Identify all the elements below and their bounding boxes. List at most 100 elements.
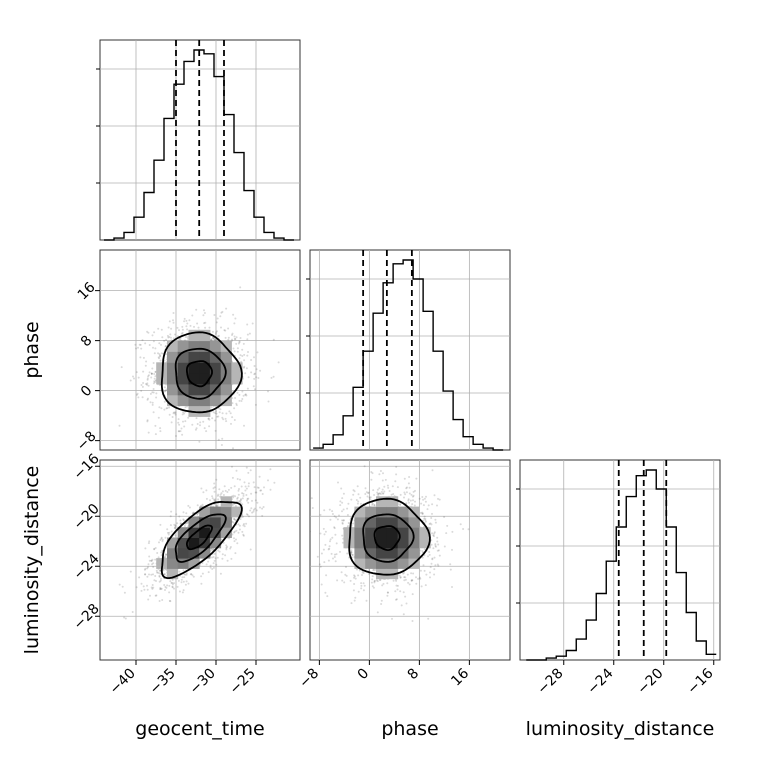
sample-point (216, 556, 219, 559)
sample-point (403, 571, 405, 574)
sample-point (151, 584, 154, 586)
density-cell (199, 547, 211, 559)
x-tick-label: 16 (448, 665, 472, 689)
density-cell (177, 340, 189, 352)
sample-point (376, 611, 379, 614)
sample-point (381, 488, 384, 491)
density-cell (376, 558, 388, 569)
sample-point (371, 472, 374, 475)
sample-point (120, 366, 123, 369)
sample-point (227, 327, 230, 330)
sample-point (430, 562, 433, 565)
sample-point (434, 521, 437, 524)
sample-point (246, 354, 249, 357)
density-cell (365, 527, 377, 538)
sample-point (210, 505, 213, 507)
density-cell (376, 537, 388, 549)
sample-point (238, 488, 240, 490)
sample-point (147, 431, 150, 434)
sample-point (431, 503, 434, 506)
sample-point (252, 481, 255, 484)
sample-point (144, 342, 147, 345)
sample-point (207, 417, 210, 420)
sample-point (241, 348, 244, 351)
sample-point (148, 559, 151, 562)
density-cell (177, 558, 189, 569)
sample-point (172, 319, 174, 322)
sample-point (207, 560, 210, 563)
density-cell (177, 527, 189, 538)
sample-point (155, 580, 157, 582)
sample-point (236, 542, 239, 545)
sample-point (173, 526, 176, 529)
sample-point (151, 391, 154, 394)
sample-point (183, 573, 186, 576)
x-tick-label: −25 (227, 666, 259, 698)
sample-point (172, 412, 175, 415)
y-tick-label: 16 (75, 279, 99, 303)
sample-point (419, 549, 422, 552)
sample-point (204, 326, 207, 329)
sample-point (391, 485, 394, 488)
hist-panel-phase (309, 249, 511, 451)
sample-point (253, 373, 256, 376)
sample-point (373, 580, 376, 583)
density-cell (188, 351, 200, 363)
sample-point (203, 427, 206, 430)
sample-point (395, 598, 397, 601)
sample-point (187, 582, 190, 585)
sample-point (235, 538, 237, 541)
sample-point (259, 369, 262, 372)
sample-point (182, 518, 185, 521)
density-cell (209, 394, 222, 407)
sample-point (319, 565, 322, 568)
sample-point (411, 620, 414, 622)
sample-point (146, 383, 148, 386)
sample-point (257, 486, 260, 489)
sample-point (133, 377, 135, 380)
sample-point (140, 347, 143, 350)
sample-point (181, 591, 184, 594)
sample-point (207, 417, 210, 420)
sample-point (214, 332, 217, 335)
sample-point (164, 536, 167, 539)
sample-point (165, 338, 168, 341)
sample-point (399, 576, 402, 579)
sample-point (183, 425, 186, 428)
sample-point (100, 360, 101, 362)
sample-point (243, 525, 246, 528)
sample-point (235, 469, 238, 472)
sample-point (395, 584, 398, 587)
density-cell (220, 527, 232, 538)
sample-point (213, 486, 216, 489)
sample-point (378, 487, 381, 490)
sample-point (153, 331, 156, 334)
sample-point (351, 554, 354, 556)
sample-point (360, 584, 363, 587)
density-cell (177, 394, 189, 407)
sample-point (221, 310, 224, 313)
sample-point (244, 393, 247, 396)
sample-point (195, 427, 198, 430)
sample-point (347, 502, 350, 505)
sample-point (147, 542, 150, 545)
sample-point (186, 322, 189, 325)
sample-point (227, 338, 230, 341)
sample-point (350, 551, 353, 554)
sample-point (197, 326, 200, 329)
sample-point (353, 599, 356, 602)
sample-point (181, 331, 184, 334)
sample-point (171, 585, 174, 588)
sample-point (212, 487, 215, 490)
sample-point (410, 579, 413, 582)
sample-point (386, 591, 389, 594)
sample-point (238, 528, 241, 531)
sample-point (168, 413, 171, 416)
sample-point (345, 574, 348, 577)
sample-point (378, 579, 381, 582)
sample-point (431, 532, 434, 535)
sample-point (199, 421, 202, 424)
sample-point (430, 523, 433, 526)
sample-point (190, 573, 193, 576)
sample-point (118, 583, 121, 586)
